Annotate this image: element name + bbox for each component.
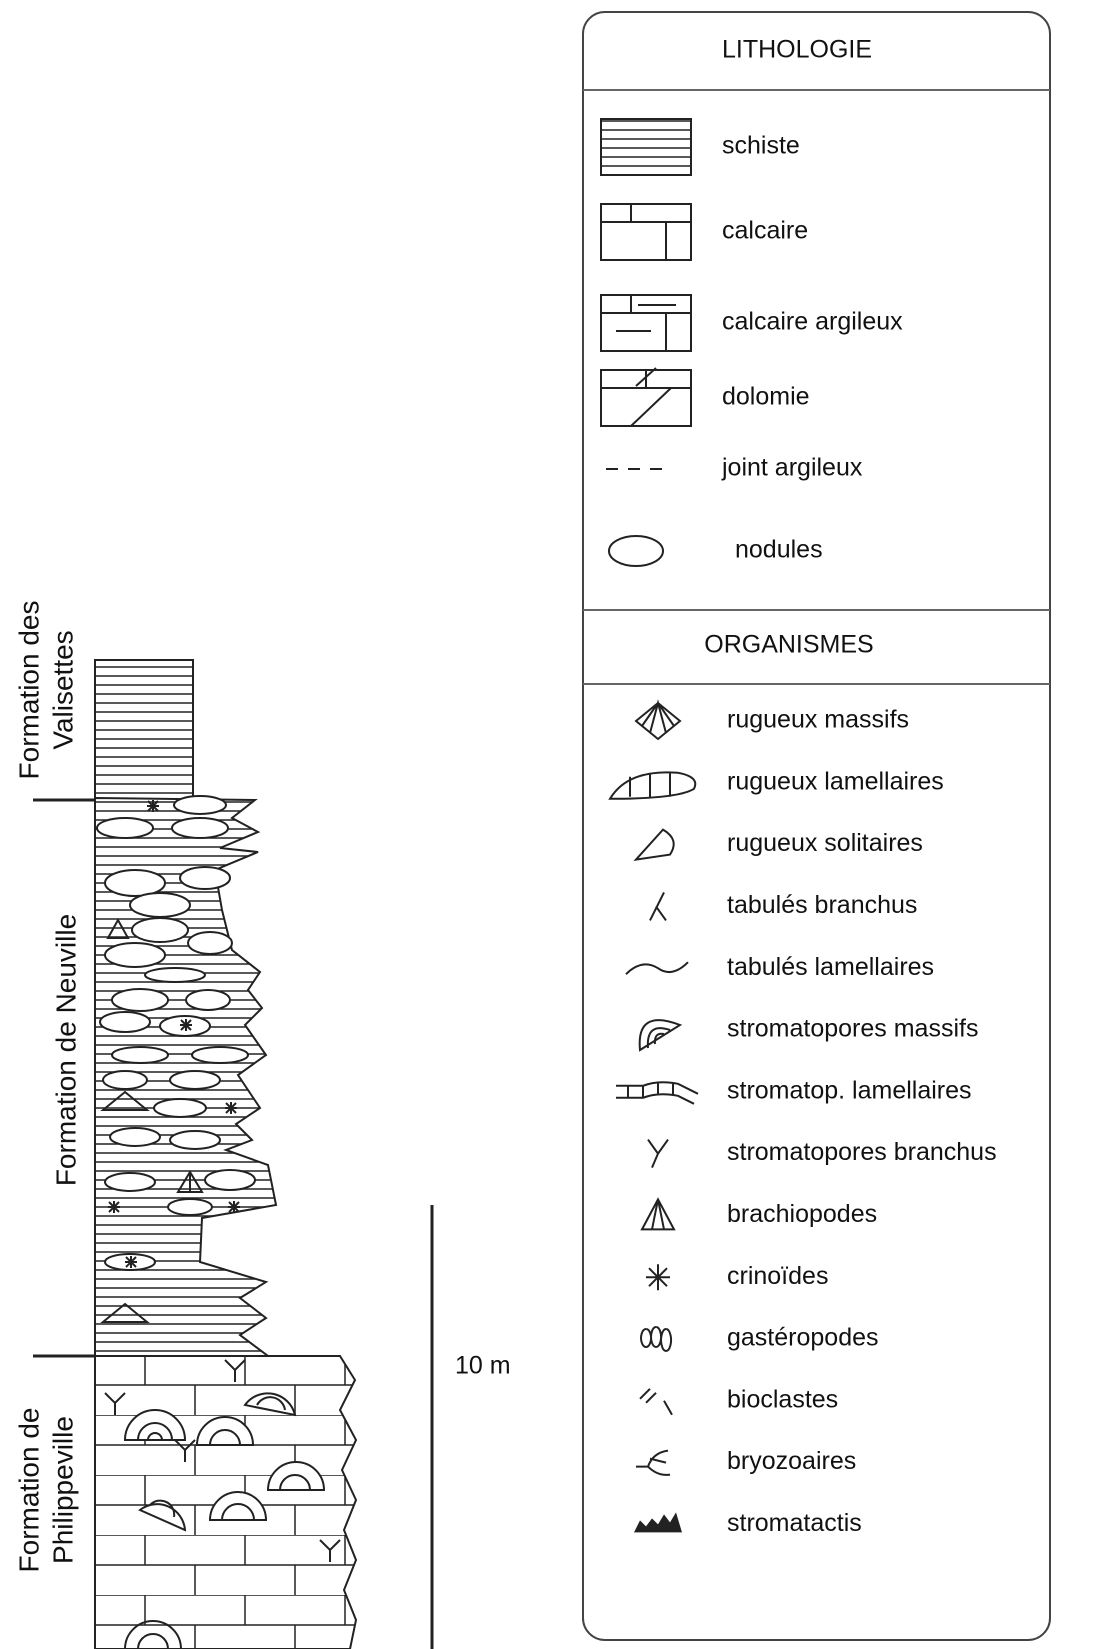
formation-label-line: Formation des [13,601,44,780]
organism-symbol [648,1140,668,1168]
organism-symbol [642,1199,674,1229]
organism-symbol [636,1451,670,1475]
legend-label: stromatop. lamellaires [727,1076,972,1104]
shale-bed [95,660,193,800]
organism-symbol [636,830,674,860]
legend-label: stromatactis [727,1509,862,1537]
legend-label: tabulés branchus [727,891,917,919]
organism-symbol [636,703,680,739]
formation-label-line: Formation de Neuville [50,914,81,1186]
formation-label-line: Valisettes [47,630,78,749]
legend-label: schiste [722,132,800,160]
organism-symbol [650,892,666,920]
organism-symbol [640,1020,680,1050]
organism-symbol [616,1082,698,1104]
legend-label: stromatopores massifs [727,1015,978,1043]
legend-label: calcaire argileux [722,308,903,336]
organism-symbol [641,1327,671,1351]
organism-symbol [640,1389,672,1415]
lithology-symbol [601,295,691,351]
legend-label: stromatopores branchus [727,1138,997,1166]
lithology-symbol [601,204,691,260]
legend-label: bryozoaires [727,1447,856,1475]
organism-symbol [610,772,695,798]
legend-label: dolomie [722,383,810,411]
column: 10 m [33,660,511,1649]
organism-symbol [626,962,688,974]
legend-label: joint argileux [721,454,863,482]
legend-label: tabulés lamellaires [727,953,934,981]
legend-label: crinoïdes [727,1262,828,1290]
lithology-symbol [609,536,663,566]
legend-label: bioclastes [727,1385,838,1413]
legend-label: rugueux massifs [727,706,909,734]
formation-label-line: Formation de [13,1408,44,1573]
formation-label-line: Philippeville [47,1416,78,1564]
legend-label: rugueux lamellaires [727,767,944,795]
legend-label: rugueux solitaires [727,829,923,857]
legend-label: brachiopodes [727,1200,877,1228]
legend-label: gastéropodes [727,1324,879,1352]
diagram: 10 m LITHOLOGIE ORGANISMES Formation des… [0,0,1105,1649]
lithology-symbol [601,119,691,175]
legend-heading: ORGANISMES [704,631,873,659]
formation-label: Formation de Neuville [50,914,81,1186]
legend-heading: LITHOLOGIE [722,36,872,64]
legend-label: nodules [735,536,823,564]
legend-label: calcaire [722,217,808,245]
scale-label: 10 m [455,1352,511,1380]
lithology-symbol [601,368,691,426]
organism-symbol [634,1512,682,1532]
organism-symbol [646,1264,670,1290]
